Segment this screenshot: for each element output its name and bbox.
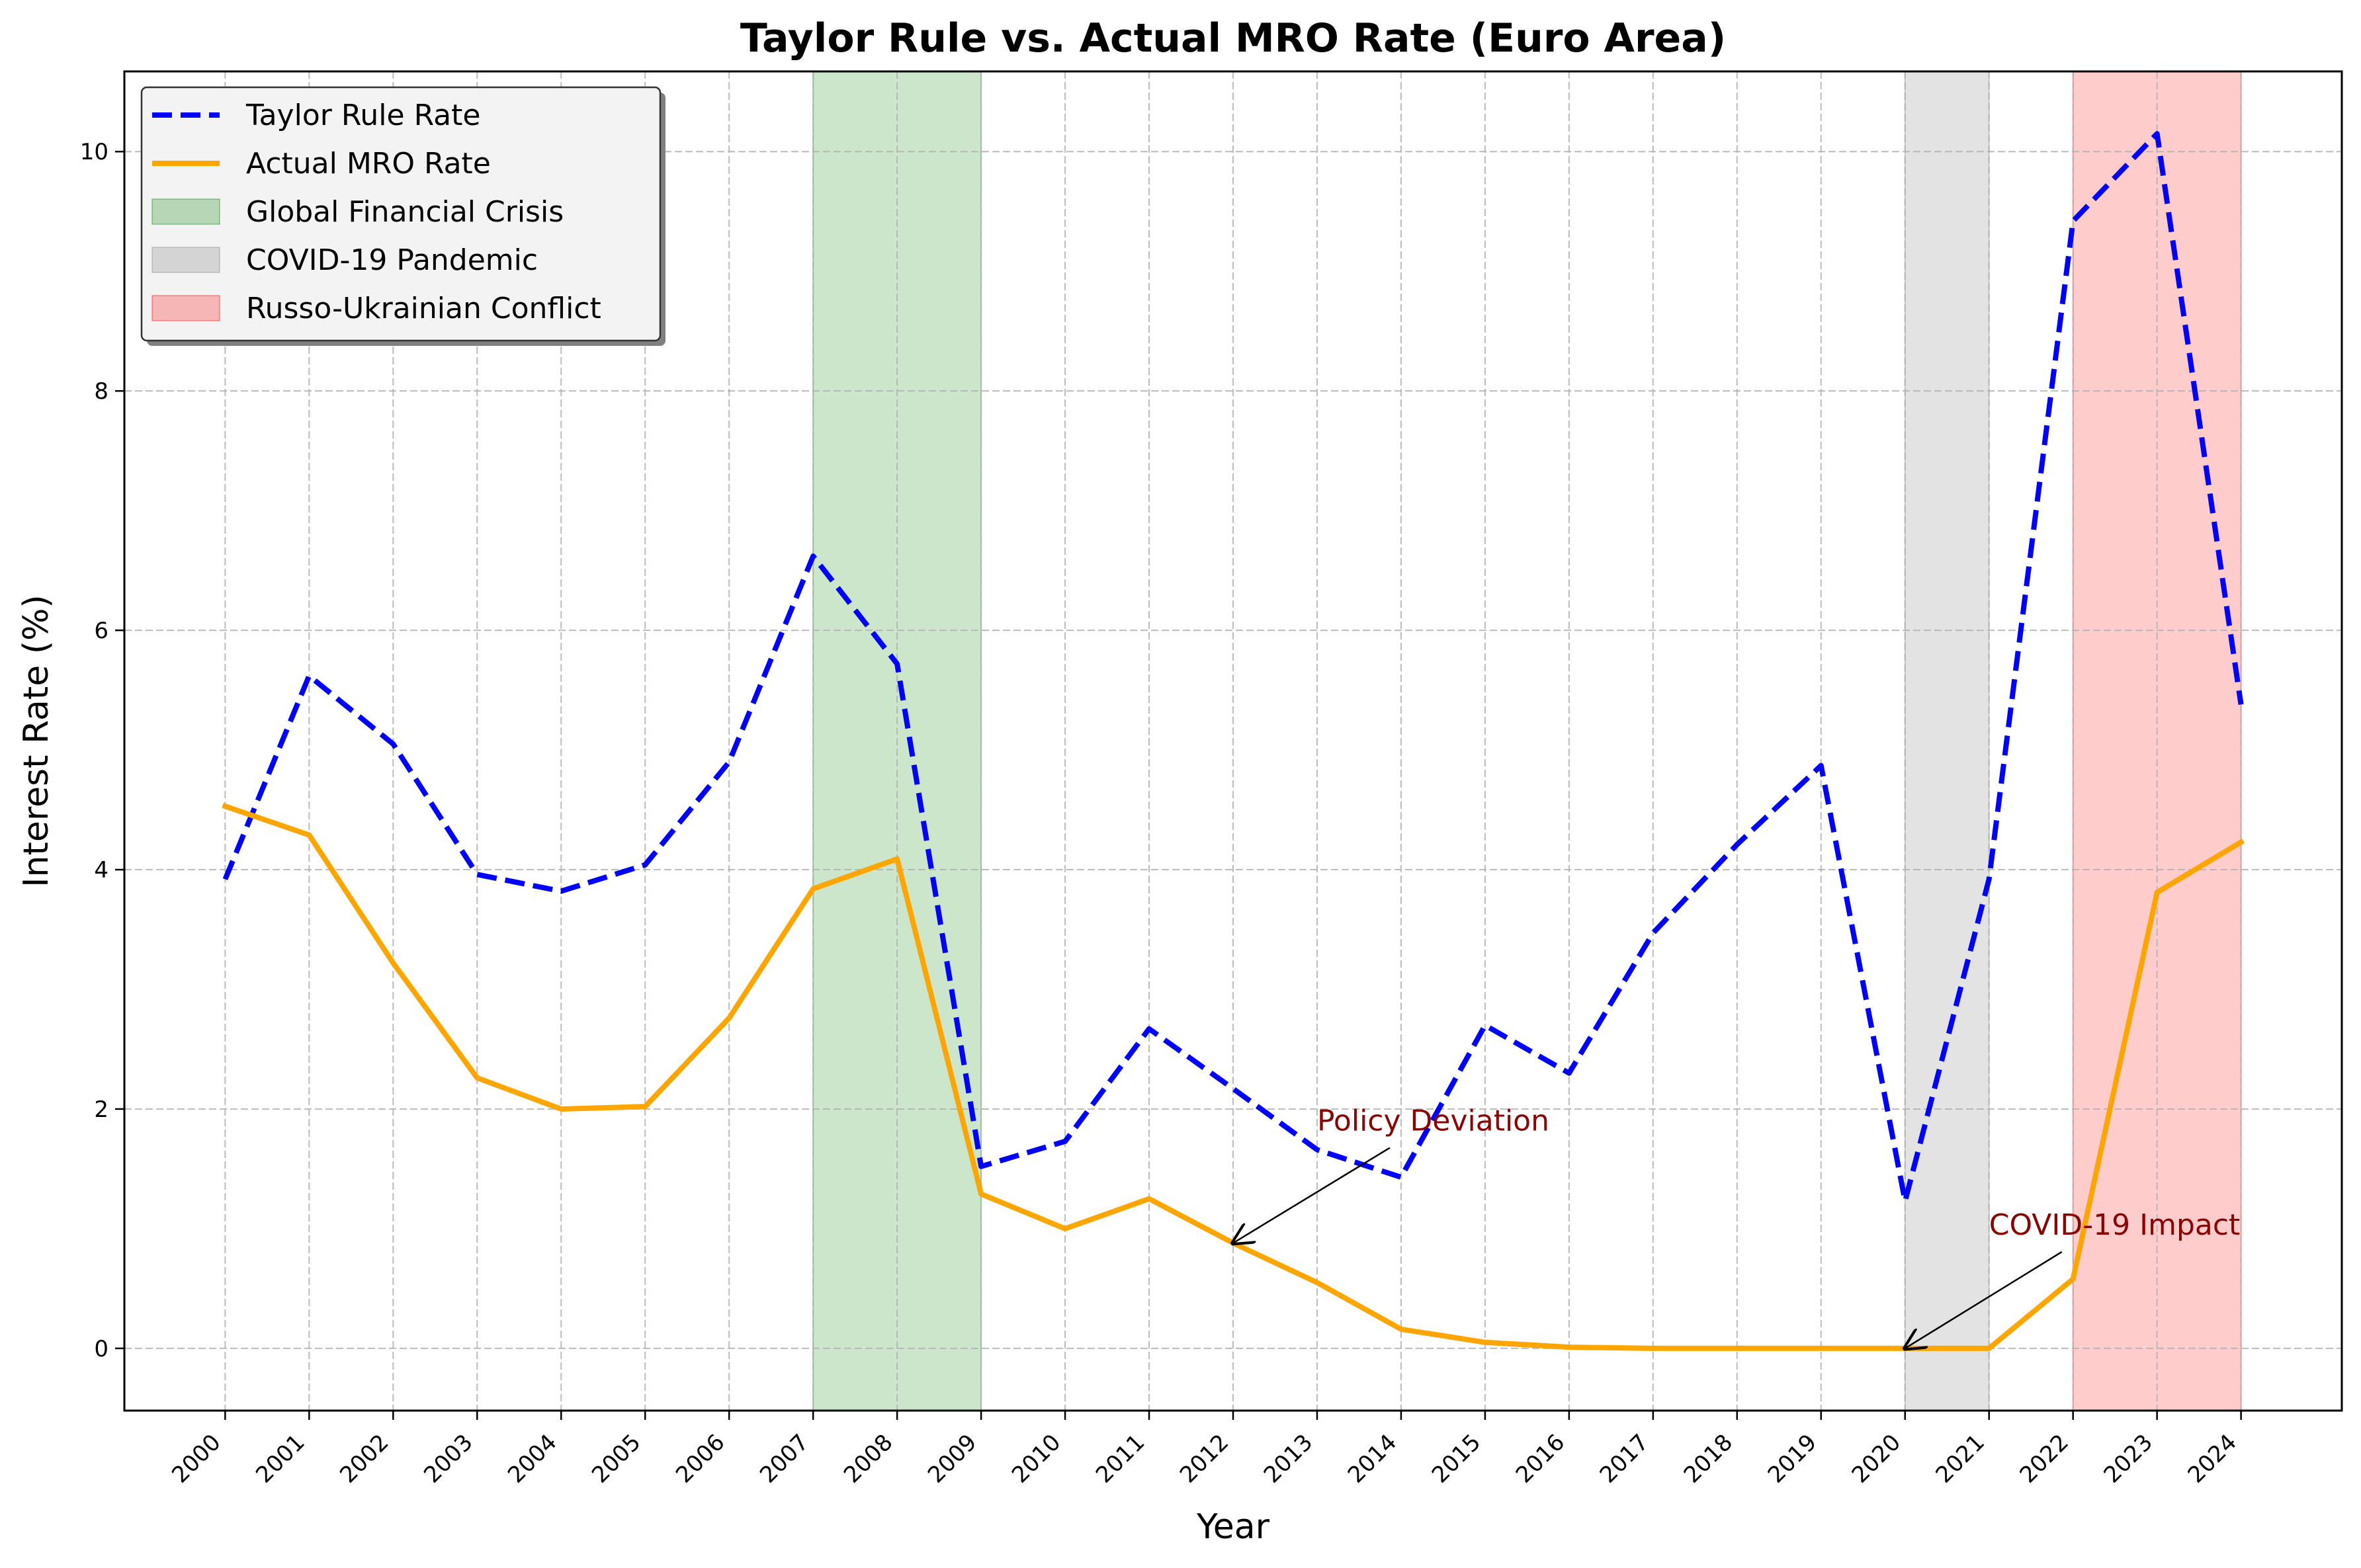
y-tick-label: 6 — [94, 618, 108, 644]
x-axis-label: Year — [1196, 1507, 1270, 1547]
legend-swatch-russo-ukrainian-conflict — [151, 295, 220, 321]
y-tick-label: 8 — [94, 378, 108, 405]
legend-label-global-financial-crisis: Global Financial Crisis — [246, 195, 564, 229]
annotations: Policy Deviation COVID-19 Impact — [1233, 1104, 2240, 1348]
y-axis-label: Interest Rate (%) — [17, 595, 56, 887]
annotation-policy-deviation: Policy Deviation — [1317, 1104, 1549, 1138]
annotation-covid-19-impact: COVID-19 Impact — [1989, 1208, 2241, 1242]
legend-box — [140, 86, 662, 342]
legend-label-actual-mro-rate: Actual MRO Rate — [246, 147, 491, 181]
y-tick-label: 4 — [94, 857, 108, 884]
annotation-arrow — [1233, 1147, 1391, 1243]
legend-label-taylor-rule-rate: Taylor Rule Rate — [245, 99, 480, 132]
annotation-arrow — [1905, 1251, 2063, 1348]
legend-swatch-covid-19-pandemic — [151, 247, 220, 273]
y-tick-label: 10 — [80, 139, 108, 165]
legend-label-russo-ukrainian-conflict: Russo-Ukrainian Conflict — [246, 292, 601, 325]
legend-swatch-global-financial-crisis — [151, 198, 220, 225]
legend-label-covid-19-pandemic: COVID-19 Pandemic — [246, 243, 538, 277]
chart-title: Taylor Rule vs. Actual MRO Rate (Euro Ar… — [740, 15, 1726, 62]
y-tick-label: 2 — [94, 1096, 108, 1123]
y-tick-label: 0 — [94, 1336, 108, 1362]
series-line-taylor-rule-rate — [222, 131, 2244, 1204]
legend: Taylor Rule Rate Actual MRO Rate Global Fi… — [140, 86, 665, 346]
shaded-region-covid-19-pandemic — [1904, 71, 1990, 1411]
